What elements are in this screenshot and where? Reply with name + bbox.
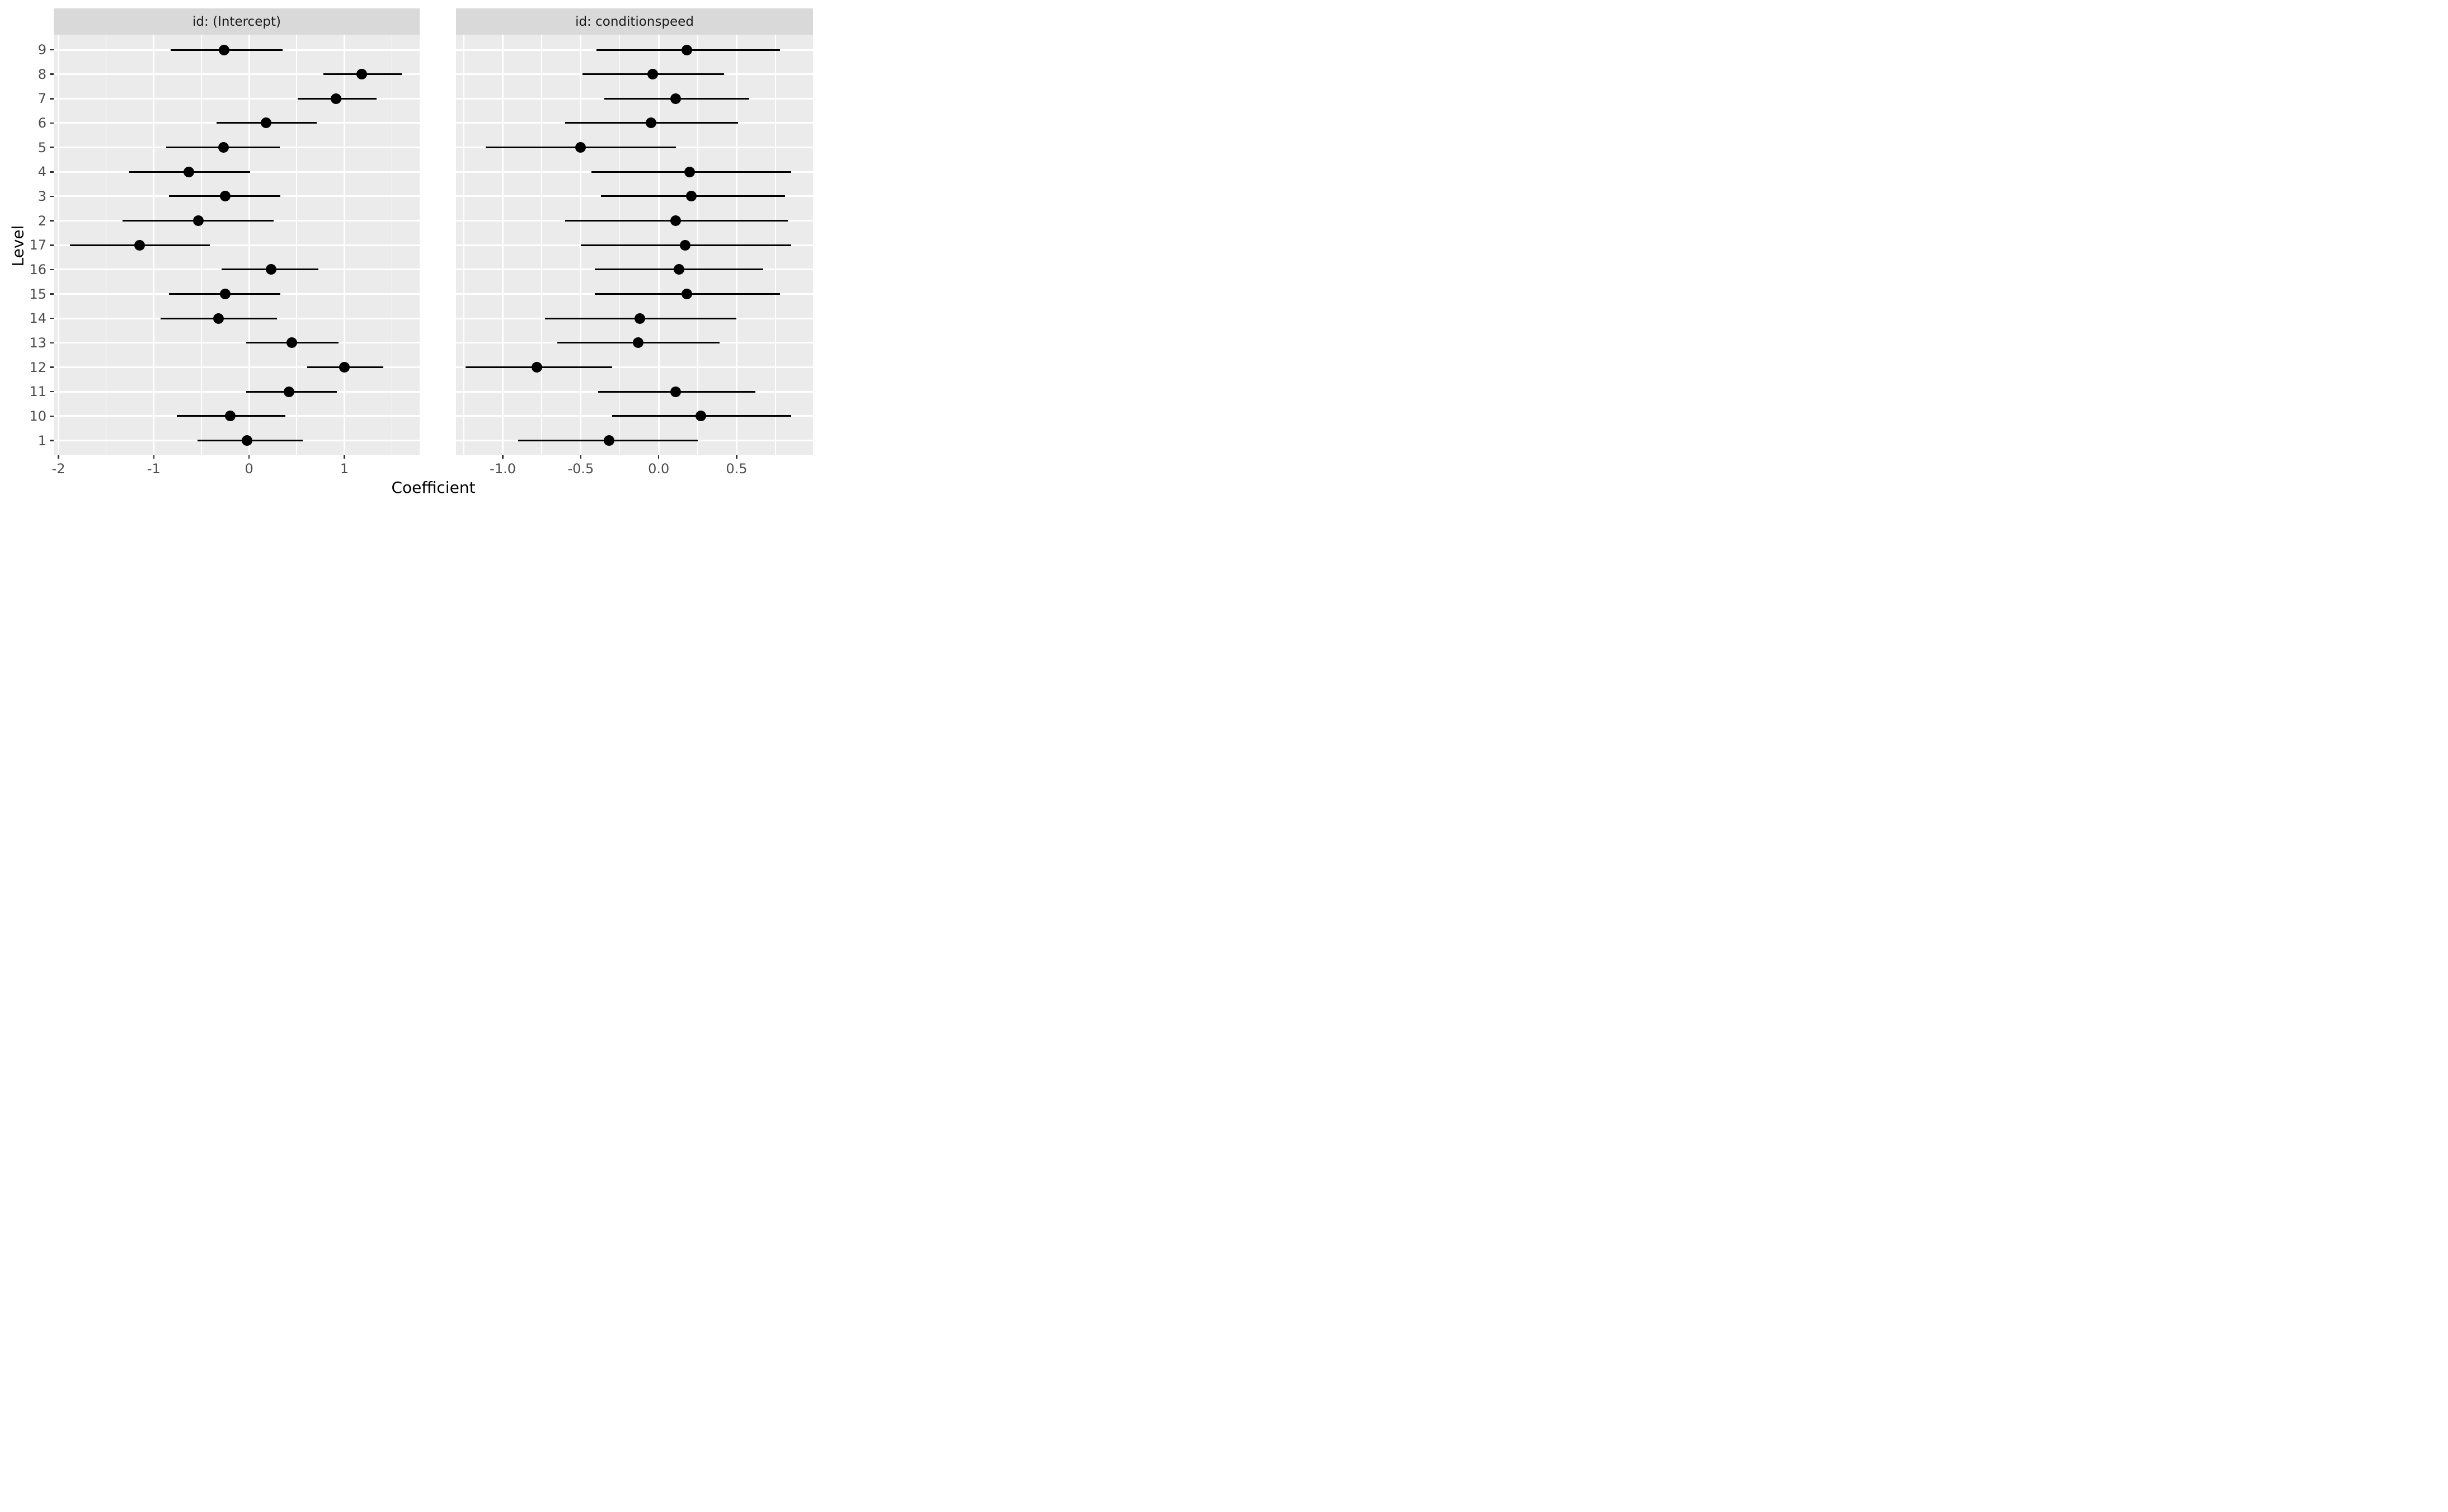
point-estimate-level-10 [224,411,236,422]
point-estimate-level-3 [686,191,697,202]
point-estimate-level-14 [213,313,224,324]
y-tick-label: 1 [37,432,46,449]
gridline-row [456,366,813,369]
point-estimate-level-8 [647,69,658,80]
y-tick-label: 16 [29,261,46,277]
y-tick-mark [50,49,54,51]
y-tick-mark [50,366,54,368]
point-estimate-level-7 [330,93,341,104]
point-estimate-level-5 [218,142,229,153]
y-tick-mark [50,342,54,344]
point-estimate-level-17 [680,239,691,251]
y-tick-label: 11 [29,384,46,400]
x-tick-mark [657,455,660,459]
y-tick-mark [50,244,54,246]
point-estimate-level-2 [193,215,204,227]
y-tick-mark [50,171,54,173]
gridline-row [54,342,420,344]
point-estimate-level-5 [575,142,586,153]
x-axis-title: Coefficient [391,478,476,497]
point-estimate-level-16 [673,264,684,275]
x-tick-label: 0.0 [648,461,670,477]
point-estimate-level-4 [684,166,696,177]
gridline-row [54,97,420,100]
gridline-row [54,390,420,393]
point-estimate-level-16 [265,264,276,275]
y-tick-mark [50,122,54,124]
point-estimate-level-6 [645,117,656,129]
x-tick-label: 0.5 [726,461,748,477]
y-tick-label: 3 [37,188,46,204]
x-tick-mark [248,455,250,459]
point-estimate-level-4 [184,166,195,177]
x-tick-mark [344,455,345,459]
x-tick-label: 0 [245,461,253,477]
y-tick-mark [50,293,54,295]
point-estimate-level-10 [695,411,706,422]
x-tick-label: -2 [51,461,65,477]
y-tick-label: 17 [29,237,46,253]
point-estimate-level-6 [261,117,272,129]
point-estimate-level-13 [633,337,644,348]
y-tick-label: 4 [37,164,46,180]
point-estimate-level-14 [635,313,646,324]
x-tick-label: -1.0 [490,461,516,477]
facet-strip-conditionspeed-label: id: conditionspeed [575,14,694,29]
y-tick-mark [50,317,54,319]
facet-strip-conditionspeed: id: conditionspeed [456,8,813,35]
gridline-row [54,366,420,369]
y-tick-mark [50,269,54,271]
point-estimate-level-7 [670,93,682,104]
x-tick-mark [502,455,504,459]
y-tick-label: 15 [29,286,46,302]
x-tick-mark [736,455,737,459]
y-tick-label: 8 [37,66,46,82]
point-estimate-level-11 [670,386,682,397]
point-estimate-level-15 [681,289,692,300]
y-tick-label: 5 [37,139,46,156]
point-estimate-level-15 [220,289,231,300]
facet-strip-intercept-label: id: (Intercept) [192,14,281,29]
point-estimate-level-9 [219,44,230,55]
point-estimate-level-8 [356,69,367,80]
point-estimate-level-2 [670,215,682,227]
y-tick-label: 12 [29,359,46,375]
y-tick-label: 13 [29,335,46,351]
y-tick-mark [50,440,54,441]
y-tick-mark [50,98,54,100]
x-tick-mark [153,455,155,459]
x-tick-label: -0.5 [567,461,594,477]
point-estimate-level-12 [532,362,543,373]
coefficient-plot: Level id: (Intercept) id: conditionspeed… [0,0,816,504]
x-tick-mark [580,455,582,459]
y-tick-label: 6 [37,115,46,131]
y-tick-mark [50,73,54,75]
point-estimate-level-3 [220,191,231,202]
facet-strip-intercept: id: (Intercept) [54,8,420,35]
point-estimate-level-12 [339,362,350,373]
y-tick-label: 7 [37,91,46,107]
x-tick-label: -1 [147,461,161,477]
x-tick-mark [58,455,59,459]
point-estimate-level-9 [681,44,692,55]
y-tick-mark [50,195,54,197]
point-estimate-level-13 [286,337,298,348]
y-tick-mark [50,390,54,393]
point-estimate-level-11 [284,386,295,397]
y-tick-label: 9 [37,42,46,58]
gridline-row [54,244,420,246]
y-tick-label: 14 [29,310,46,327]
y-tick-mark [50,147,54,148]
y-tick-mark [50,220,54,222]
facet-panel-conditionspeed [456,35,813,455]
facet-panel-intercept [54,35,420,455]
y-tick-label: 2 [37,213,46,229]
gridline-row [54,73,420,76]
point-estimate-level-1 [242,435,253,446]
y-tick-label: 10 [29,408,46,424]
y-tick-mark [50,415,54,417]
point-estimate-level-17 [134,239,145,251]
x-tick-label: 1 [340,461,349,477]
point-estimate-level-1 [603,435,614,446]
